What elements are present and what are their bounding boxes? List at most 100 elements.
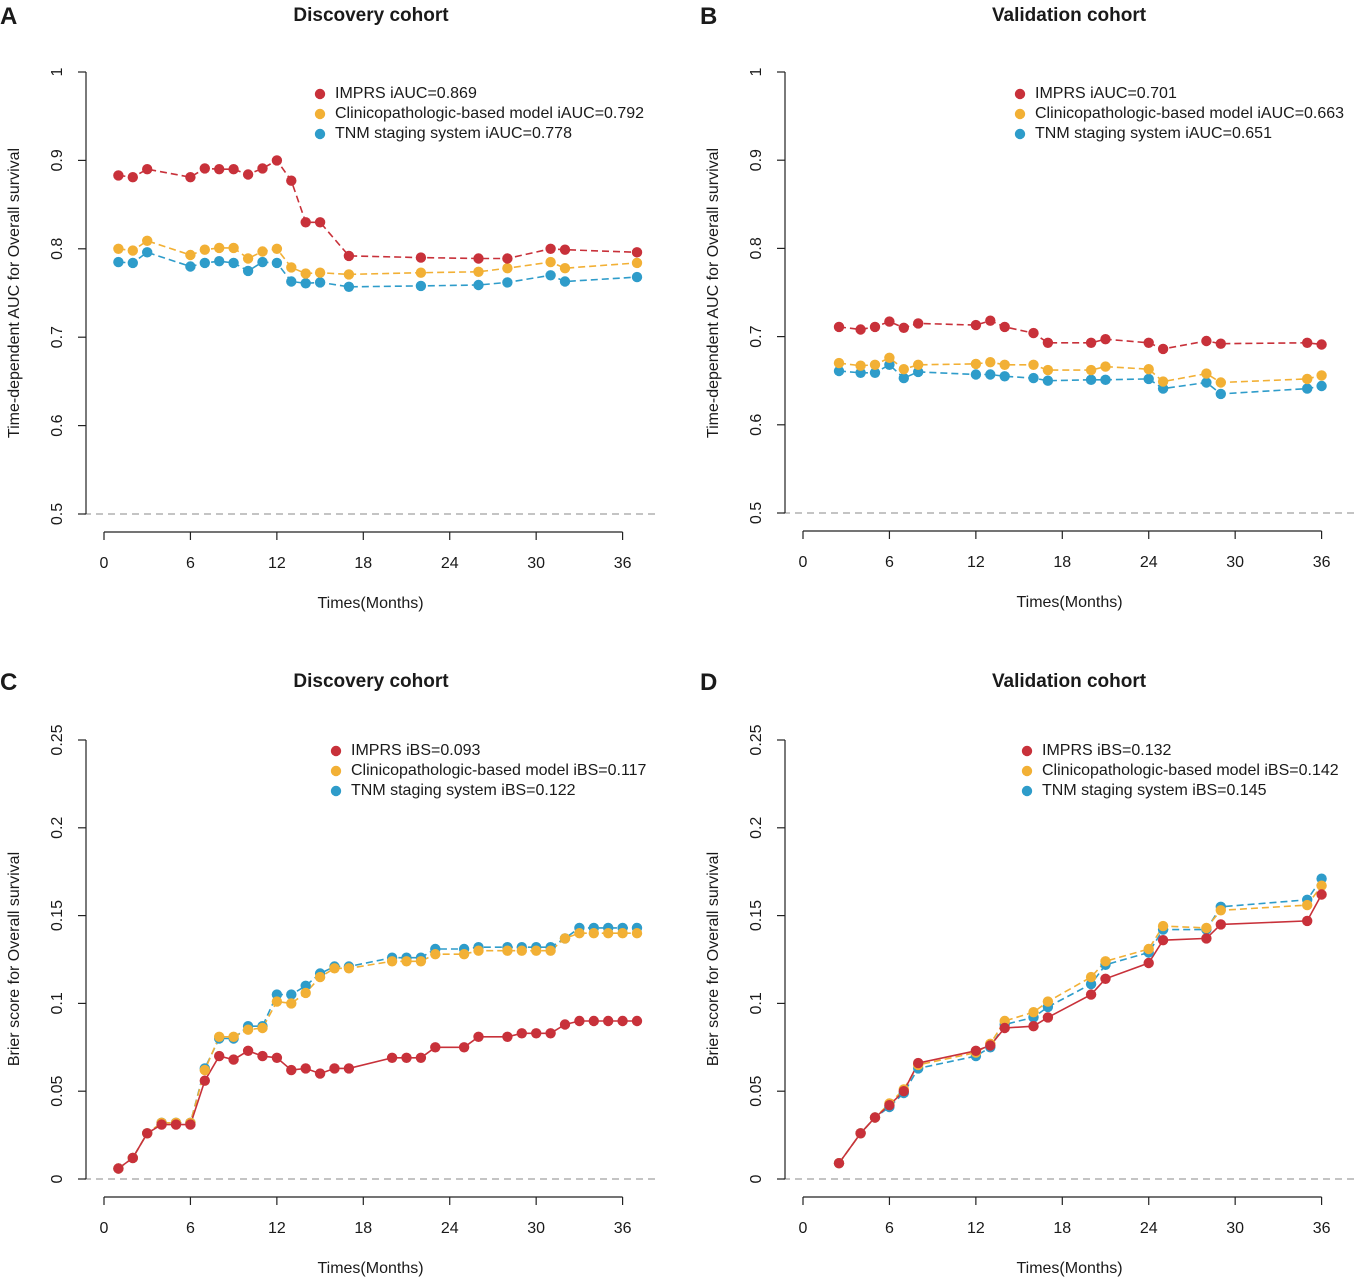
legend-marker-2 [330, 785, 342, 797]
x-tick-label: 24 [441, 555, 459, 572]
data-point-imprs [1042, 1012, 1054, 1023]
x-tick-label: 30 [1226, 554, 1244, 571]
data-point-clinicopathologic-based-model [214, 1031, 225, 1043]
data-point-tnm-staging-system [833, 365, 845, 377]
data-point-clinicopathologic-based-model [415, 956, 427, 967]
data-point-imprs [559, 244, 571, 255]
data-point-tnm-staging-system [898, 372, 909, 384]
series-line-clinicopathologic-based-model [838, 885, 1323, 1164]
y-tick-label: 0.2 [748, 817, 765, 839]
data-point-clinicopathologic-based-model [286, 998, 297, 1009]
data-point-imprs [531, 1028, 542, 1039]
data-point-clinicopathologic-based-model [185, 249, 196, 261]
x-tick-label: 0 [100, 1220, 109, 1237]
data-point-clinicopathologic-based-model [1042, 364, 1054, 376]
data-point-clinicopathologic-based-model [970, 358, 982, 370]
legend-label: TNM staging system iAUC=0.651 [1035, 125, 1272, 142]
y-tick-label: 0.15 [49, 900, 66, 931]
data-point-imprs [113, 170, 124, 181]
data-point-imprs [833, 321, 845, 333]
data-point-clinicopathologic-based-model [257, 246, 268, 257]
data-point-clinicopathologic-based-model [1201, 922, 1212, 934]
data-point-tnm-staging-system [1085, 374, 1097, 385]
x-tick-label: 30 [527, 1220, 545, 1237]
data-point-imprs [869, 321, 881, 333]
legend-label: TNM staging system iBS=0.145 [1042, 782, 1267, 799]
panel-a: A Discovery cohort 0.5 0.6 0.7 0.8 0.9 1 0 6 12 18 2… [0, 3, 657, 612]
data-point-clinicopathologic-based-model [1100, 956, 1111, 967]
data-point-tnm-staging-system [271, 257, 283, 269]
data-point-clinicopathologic-based-model [1085, 364, 1097, 376]
data-point-imprs [300, 217, 311, 228]
data-point-clinicopathologic-based-model [999, 359, 1010, 370]
data-point-clinicopathologic-based-model [473, 266, 484, 277]
data-point-clinicopathologic-based-model [898, 364, 909, 375]
data-point-imprs [257, 163, 268, 174]
legend-marker-2 [314, 128, 326, 140]
data-point-tnm-staging-system [113, 256, 124, 268]
y-tick-label: 0.25 [748, 724, 765, 755]
data-point-imprs [1316, 889, 1327, 900]
data-point-imprs [242, 1045, 254, 1057]
data-point-imprs [1100, 334, 1111, 345]
y-axis-label: Brier score for Overall survival [705, 852, 722, 1066]
data-point-tnm-staging-system [985, 369, 996, 380]
series-line-tnm-staging-system [838, 878, 1323, 1164]
x-tick-label: 18 [1053, 1220, 1071, 1237]
data-point-imprs [415, 252, 427, 263]
x-tick-label: 6 [186, 1220, 195, 1237]
data-point-clinicopathologic-based-model [271, 243, 283, 254]
data-point-clinicopathologic-based-model [242, 1024, 254, 1035]
legend-marker-2 [1021, 785, 1033, 797]
data-point-imprs [1157, 935, 1169, 946]
y-tick-label: 0.7 [49, 326, 66, 348]
data-point-tnm-staging-system [970, 369, 982, 380]
data-point-clinicopathologic-based-model [1201, 368, 1212, 379]
data-point-imprs [884, 316, 895, 327]
data-point-clinicopathologic-based-model [1143, 364, 1154, 375]
series-line-clinicopathologic-based-model [118, 239, 638, 276]
x-tick-label: 12 [268, 555, 286, 572]
data-point-imprs [1085, 989, 1097, 1000]
data-point-imprs [185, 1119, 196, 1130]
legend-marker-1 [1014, 108, 1026, 120]
data-point-imprs [1143, 337, 1154, 348]
data-point-tnm-staging-system [1302, 383, 1313, 394]
legend-marker-2 [1014, 128, 1026, 140]
data-point-imprs [430, 1042, 441, 1053]
data-point-clinicopathologic-based-model [1157, 376, 1169, 387]
y-tick-label: 0.5 [49, 503, 66, 525]
data-point-imprs [199, 163, 210, 174]
data-point-clinicopathologic-based-model [1316, 370, 1327, 381]
data-point-imprs [170, 1119, 182, 1130]
x-tick-label: 30 [527, 555, 545, 572]
x-tick-label: 36 [614, 1220, 632, 1237]
panel-title: Validation cohort [992, 671, 1147, 692]
x-axis-label: Times(Months) [317, 595, 423, 612]
y-tick-label: 0.8 [49, 238, 66, 260]
legend-label: Clinicopathologic-based model iAUC=0.792 [335, 105, 644, 122]
data-point-clinicopathologic-based-model [559, 263, 571, 274]
x-tick-label: 12 [967, 554, 985, 571]
series-line-imprs [838, 894, 1323, 1164]
y-tick-label: 1 [748, 67, 765, 76]
data-point-clinicopathologic-based-model [588, 928, 599, 939]
data-point-clinicopathologic-based-model [199, 1064, 210, 1076]
data-point-clinicopathologic-based-model [869, 359, 881, 370]
data-point-imprs [271, 1052, 283, 1064]
data-point-clinicopathologic-based-model [1085, 971, 1097, 983]
x-tick-label: 0 [799, 554, 808, 571]
data-point-clinicopathologic-based-model [884, 352, 895, 363]
data-point-clinicopathologic-based-model [300, 268, 311, 279]
x-axis-label: Times(Months) [1016, 594, 1122, 611]
legend-marker-0 [314, 88, 326, 100]
y-tick-label: 0.9 [748, 149, 765, 171]
data-point-tnm-staging-system [185, 261, 196, 272]
data-point-tnm-staging-system [1028, 372, 1039, 384]
data-point-tnm-staging-system [286, 989, 297, 1000]
data-point-imprs [545, 1028, 556, 1039]
y-tick-label: 0.05 [49, 1076, 66, 1107]
legend-marker-0 [1014, 88, 1026, 100]
data-point-imprs [1157, 343, 1169, 355]
data-point-clinicopathologic-based-model [473, 945, 484, 956]
